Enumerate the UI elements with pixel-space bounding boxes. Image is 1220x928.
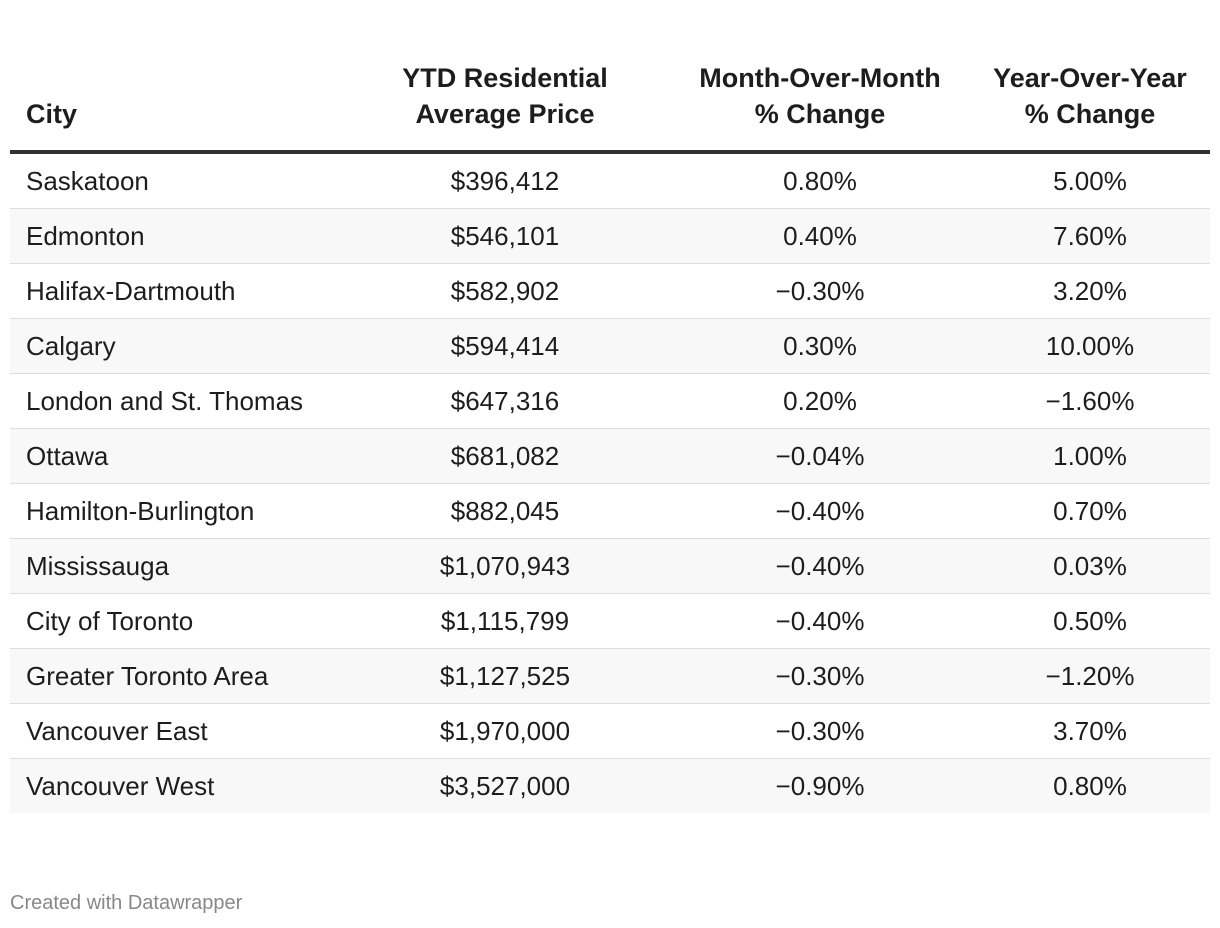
cell-ytd-average-price: $1,115,799 <box>340 593 670 649</box>
cell-city: Greater Toronto Area <box>10 648 340 704</box>
cell-year-over-year-change: 0.03% <box>970 538 1210 594</box>
cell-month-over-month-change: 0.80% <box>670 152 970 209</box>
table-row: Halifax-Dartmouth $582,902 −0.30% 3.20% <box>10 263 1210 319</box>
cell-city: City of Toronto <box>10 593 340 649</box>
datawrapper-credit: Created with Datawrapper <box>10 892 243 914</box>
header-ytd-average-price: YTD Residential Average Price <box>340 0 670 154</box>
table-row: Hamilton-Burlington $882,045 −0.40% 0.70% <box>10 483 1210 539</box>
cell-year-over-year-change: 3.70% <box>970 703 1210 759</box>
cell-month-over-month-change: −0.90% <box>775 771 865 801</box>
table-row: Ottawa $681,082 −0.04% 1.00% <box>10 428 1210 484</box>
cell-month-over-month-change: −0.30% <box>670 263 970 319</box>
table-row: Vancouver East $1,970,000 −0.30% 3.70% <box>10 703 1210 759</box>
cell-city: Ottawa <box>10 428 340 484</box>
cell-ytd-average-price: $1,070,943 <box>340 538 670 594</box>
header-year-over-year-change: Year-Over-Year % Change <box>970 0 1210 154</box>
cell-month-over-month-change: −0.40% <box>670 593 970 649</box>
cell-ytd-average-price: $396,412 <box>340 152 670 209</box>
table-row: Mississauga $1,070,943 −0.40% 0.03% <box>10 538 1210 594</box>
header-row: City YTD Residential Average Price Month… <box>10 0 1210 154</box>
cell-year-over-year-change: 0.50% <box>970 593 1210 649</box>
cell-month-over-month-change: 0.30% <box>670 318 970 374</box>
cell-year-over-year-change: −1.60% <box>970 373 1210 429</box>
cell-city: Halifax-Dartmouth <box>10 263 340 319</box>
table-row: Vancouver West $3,527,000 −0.90% 0.80% <box>10 758 1210 813</box>
cell-year-over-year-change: 3.20% <box>970 263 1210 319</box>
cell-year-over-year-change: 5.00% <box>970 152 1210 209</box>
cell-ytd-average-price: $594,414 <box>340 318 670 374</box>
price-table-container: City YTD Residential Average Price Month… <box>10 0 1210 813</box>
cell-month-over-month-change: −0.04% <box>670 428 970 484</box>
table-row: City of Toronto $1,115,799 −0.40% 0.50% <box>10 593 1210 649</box>
cell-year-over-year-change: 10.00% <box>970 318 1210 374</box>
cell-ytd-average-price: $882,045 <box>340 483 670 539</box>
cell-ytd-average-price: $1,127,525 <box>340 648 670 704</box>
header-month-over-month-change: Month-Over-Month % Change <box>670 0 970 154</box>
header-city: City <box>10 0 340 154</box>
cell-city: Mississauga <box>10 538 340 594</box>
table-header: City YTD Residential Average Price Month… <box>10 0 1210 154</box>
cell-ytd-average-price: $647,316 <box>340 373 670 429</box>
table-row: Greater Toronto Area $1,127,525 −0.30% −1.2… <box>10 648 1210 704</box>
cell-year-over-year-change: −1.20% <box>970 648 1210 704</box>
cell-month-over-month-change: −0.40% <box>670 483 970 539</box>
table-row: Edmonton $546,101 0.40% 7.60% <box>10 208 1210 264</box>
cell-month-over-month-change: 0.40% <box>670 208 970 264</box>
cell-ytd-average-price: $1,970,000 <box>340 703 670 759</box>
cell-city: Calgary <box>10 318 340 374</box>
table-row: Calgary $594,414 0.30% 10.00% <box>10 318 1210 374</box>
cell-city: Hamilton-Burlington <box>10 483 340 539</box>
cell-ytd-average-price: $3,527,000 <box>439 771 571 801</box>
cell-year-over-year-change: 1.00% <box>970 428 1210 484</box>
cell-city: Vancouver East <box>10 703 340 759</box>
cell-month-over-month-change: 0.20% <box>670 373 970 429</box>
cell-city: London and St. Thomas <box>10 373 340 429</box>
table-row: London and St. Thomas $647,316 0.20% −1.60% <box>10 373 1210 429</box>
cell-month-over-month-change: −0.40% <box>670 538 970 594</box>
table-body: Saskatoon $396,412 0.80% 5.00% Edmonton $546,… <box>10 152 1210 813</box>
cell-year-over-year-change: 0.70% <box>970 483 1210 539</box>
cell-year-over-year-change: 0.80% <box>1053 771 1127 801</box>
cell-city: Vancouver West <box>26 771 215 801</box>
cell-city: Edmonton <box>10 208 340 264</box>
price-table: City YTD Residential Average Price Month… <box>10 0 1210 813</box>
cell-city: Saskatoon <box>10 152 340 209</box>
table-row: Saskatoon $396,412 0.80% 5.00% <box>10 152 1210 209</box>
cell-ytd-average-price: $681,082 <box>340 428 670 484</box>
cell-year-over-year-change: 7.60% <box>970 208 1210 264</box>
cell-month-over-month-change: −0.30% <box>670 703 970 759</box>
cell-ytd-average-price: $582,902 <box>340 263 670 319</box>
cell-ytd-average-price: $546,101 <box>340 208 670 264</box>
cell-month-over-month-change: −0.30% <box>670 648 970 704</box>
